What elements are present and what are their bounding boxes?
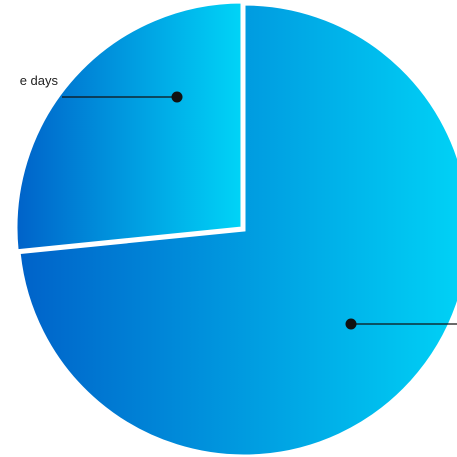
pie-slices [14,0,457,457]
leader-dot-1 [171,91,183,103]
leader-dot-2 [345,318,357,330]
pie-labels: e days [20,73,457,330]
pie-slice-1 [14,0,244,253]
slice-label-1: e days [20,73,59,88]
pie-slice-2 [17,2,457,457]
